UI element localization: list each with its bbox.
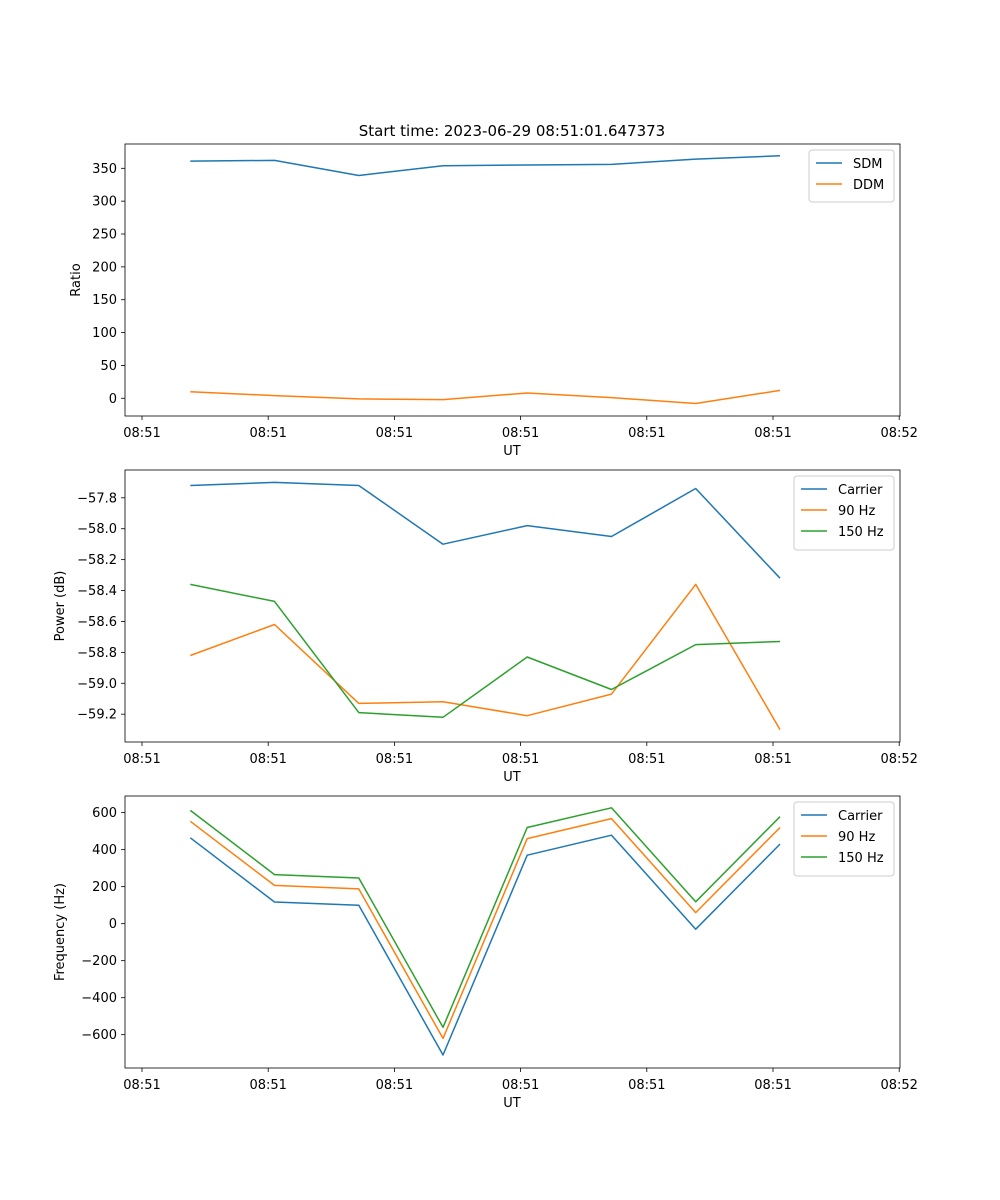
y-tick-label: −58.4 [77, 584, 117, 599]
series-line-150-hz [190, 583, 781, 719]
y-axis-label: Power (dB) [53, 571, 68, 642]
x-tick-label: 08:51 [123, 752, 160, 767]
y-tick-label: −400 [81, 991, 117, 1006]
y-axis-label: Ratio [69, 263, 84, 296]
y-tick-label: −58.8 [77, 646, 117, 661]
series-line-90-hz [189, 817, 781, 1040]
x-tick-label: 08:51 [376, 752, 413, 767]
legend-label: Carrier [838, 483, 883, 498]
y-tick-label: −59.0 [77, 677, 117, 692]
axes-frame [124, 469, 901, 743]
series-line-sdm [190, 155, 781, 177]
x-tick-label: 08:52 [880, 752, 917, 767]
legend-label: 90 Hz [838, 504, 875, 519]
y-tick-label: −58.2 [77, 553, 117, 568]
x-axis-label: UT [503, 1096, 521, 1111]
series-line-ddm [190, 389, 781, 405]
y-tick-label: 400 [92, 843, 117, 858]
series-line-carrier [190, 481, 781, 579]
y-tick-label: 600 [92, 806, 117, 821]
x-tick-label: 08:51 [123, 426, 160, 441]
axes-frame [124, 143, 901, 417]
x-tick-label: 08:51 [502, 1078, 539, 1093]
y-tick-label: 0 [109, 392, 117, 407]
legend-label: 90 Hz [838, 830, 875, 845]
axes-frame [124, 795, 901, 1069]
y-tick-label: 350 [92, 162, 117, 177]
y-tick-label: 200 [92, 880, 117, 895]
x-tick-label: 08:51 [754, 1078, 791, 1093]
x-tick-label: 08:51 [249, 426, 286, 441]
x-tick-label: 08:51 [376, 1078, 413, 1093]
y-tick-label: −58.0 [77, 522, 117, 537]
legend: Carrier 90 Hz 150 Hz [793, 475, 895, 551]
y-tick-label: −57.8 [77, 491, 117, 506]
y-tick-label: −59.2 [77, 708, 117, 723]
legend-label: SDM [853, 157, 882, 172]
legend-label: DDM [853, 178, 884, 193]
x-tick-label: 08:51 [754, 426, 791, 441]
y-tick-label: 200 [92, 260, 117, 275]
y-tick-label: 150 [92, 293, 117, 308]
x-tick-label: 08:52 [880, 426, 917, 441]
legend-label: 150 Hz [838, 525, 884, 540]
x-tick-label: 08:51 [376, 426, 413, 441]
series-line-90-hz [190, 583, 781, 730]
x-tick-label: 08:51 [628, 426, 665, 441]
x-tick-label: 08:51 [249, 752, 286, 767]
legend-label: Carrier [838, 809, 883, 824]
y-tick-label: 250 [92, 228, 117, 243]
x-tick-label: 08:51 [249, 1078, 286, 1093]
y-tick-label: −58.6 [77, 615, 117, 630]
y-tick-label: 0 [109, 917, 117, 932]
x-axis-label: UT [503, 444, 521, 459]
chart-title: Start time: 2023-06-29 08:51:01.647373 [359, 122, 665, 140]
y-tick-label: −200 [81, 954, 117, 969]
y-axis-label: Frequency (Hz) [53, 883, 68, 981]
x-tick-label: 08:51 [628, 752, 665, 767]
x-tick-label: 08:51 [754, 752, 791, 767]
legend: SDM DDM [808, 149, 895, 203]
series-line-carrier [189, 834, 781, 1056]
y-tick-label: 100 [92, 326, 117, 341]
x-axis-label: UT [503, 770, 521, 785]
legend-label: 150 Hz [838, 851, 884, 866]
x-tick-label: 08:51 [502, 752, 539, 767]
x-tick-label: 08:51 [502, 426, 539, 441]
y-tick-label: 50 [100, 359, 117, 374]
x-tick-label: 08:51 [123, 1078, 160, 1093]
ratio-panel: 0 50 100 150 200 250 300 350 08:51 08:51 08:51 08:5… [69, 143, 918, 459]
x-tick-label: 08:51 [628, 1078, 665, 1093]
y-tick-label: 300 [92, 195, 117, 210]
legend: Carrier 90 Hz 150 Hz [793, 801, 895, 877]
frequency-panel: 600 400 200 0 −200 −400 −600 08:51 08:51 08:51 08:… [53, 795, 918, 1111]
y-tick-label: −600 [81, 1028, 117, 1043]
power-panel: −57.8 −58.0 −58.2 −58.4 −58.6 −58.8 −59.0 −59.2… [53, 469, 918, 785]
x-tick-label: 08:52 [880, 1078, 917, 1093]
series-line-150-hz [189, 807, 781, 1029]
